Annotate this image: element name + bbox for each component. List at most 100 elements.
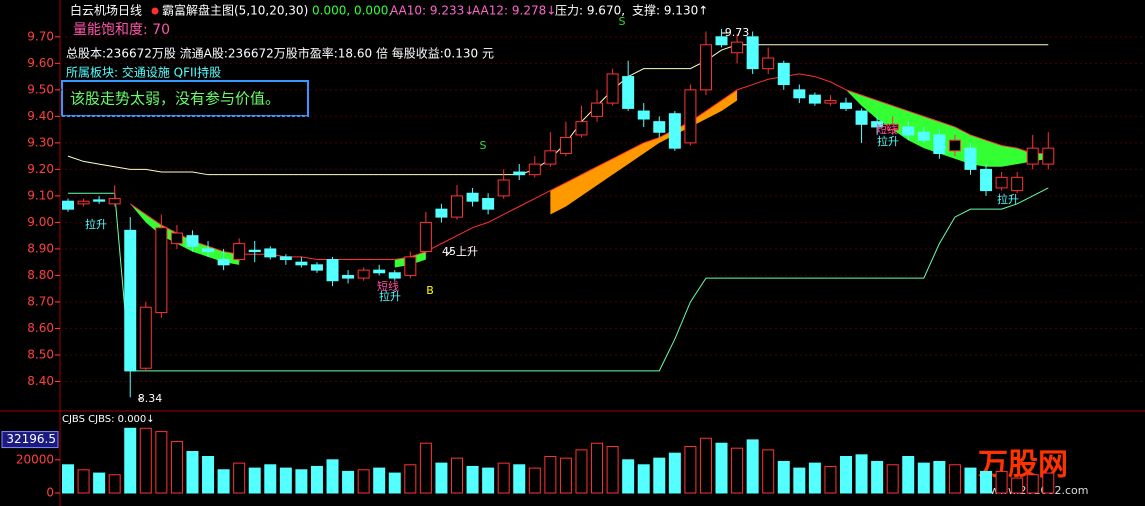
annotation: 9.73 — [725, 26, 750, 39]
candle-body — [699, 44, 712, 91]
candle-body — [93, 199, 106, 202]
candle-body — [637, 110, 650, 120]
candle-body — [155, 227, 168, 314]
volume-bar — [793, 467, 806, 494]
candle-body — [575, 121, 588, 136]
indicator-line — [68, 187, 1049, 372]
y-tick-label: 9.60 — [27, 56, 54, 70]
candle-body — [948, 139, 961, 152]
volume-bar — [980, 470, 993, 494]
candle-body — [279, 256, 292, 261]
candle-body — [62, 200, 74, 210]
volume-bar — [388, 472, 401, 494]
candle-body — [559, 137, 572, 154]
candle-body — [855, 110, 868, 125]
volume-bar — [124, 427, 137, 494]
y-tick-label: 8.50 — [27, 347, 54, 361]
candle-body — [295, 261, 308, 266]
y-tick-label: 20000 — [16, 452, 54, 466]
y-tick-label: 9.30 — [27, 135, 54, 149]
y-tick-label: 9.20 — [27, 162, 54, 176]
candle-body — [404, 256, 417, 276]
candle-body — [170, 232, 183, 245]
candle-body — [793, 89, 806, 99]
candle-body — [746, 36, 759, 70]
volume-bar — [466, 465, 479, 494]
volume-bar — [855, 454, 868, 494]
candle-body — [528, 163, 541, 176]
annotation: S — [619, 15, 626, 28]
candle-body — [202, 248, 215, 253]
volume-bar — [419, 442, 432, 494]
candle-body — [886, 123, 899, 131]
annotation: 8.34 — [138, 392, 163, 405]
volume-bar — [93, 472, 106, 494]
candle-body — [715, 36, 728, 46]
candle-body — [108, 198, 121, 205]
volume-bar — [746, 439, 759, 494]
annotation: 短线 — [876, 122, 898, 136]
candle-body — [591, 102, 604, 117]
candle-body — [373, 269, 386, 274]
volume-bar — [342, 470, 355, 494]
annotation: 拉升 — [85, 217, 107, 231]
support: 支撑: 9.130↑ — [632, 3, 708, 18]
volume-bar — [513, 464, 526, 494]
volume-bar — [995, 470, 1008, 494]
volume-bar — [808, 462, 821, 494]
y-tick-label: 9.70 — [27, 29, 54, 43]
volume-bar — [762, 449, 775, 494]
volume-bar — [824, 465, 837, 494]
y-tick-label: 8.80 — [27, 268, 54, 282]
volume-bar — [202, 455, 215, 494]
candle-body — [917, 131, 930, 141]
candle-body — [77, 200, 90, 205]
volume-bar — [310, 465, 323, 494]
candle-body — [606, 73, 619, 104]
volume-bar — [1011, 477, 1024, 494]
candle-body — [1026, 147, 1039, 165]
volume-bar — [186, 451, 199, 494]
annotation-pointer — [445, 249, 453, 257]
candle-body — [451, 195, 463, 218]
volume-bar — [139, 427, 152, 494]
y-tick-label: 9.40 — [27, 109, 54, 123]
volume-bar — [357, 469, 370, 494]
volume-bar — [948, 464, 961, 494]
volume-bar — [575, 449, 588, 494]
band — [130, 203, 240, 265]
volume-bar — [653, 457, 666, 494]
panel-title: CJBS CJBS: 0.000↓ — [62, 414, 155, 425]
candle-body — [544, 150, 557, 165]
volume-bar — [715, 442, 728, 494]
annotation: 拉升 — [997, 192, 1019, 206]
volume-bar — [528, 467, 541, 494]
volume-bar — [731, 447, 744, 494]
candle-body — [326, 259, 339, 282]
volume-bar — [544, 455, 557, 494]
volume-bar — [264, 464, 277, 494]
candle-body — [124, 229, 137, 372]
volume-bar — [902, 455, 915, 494]
annotation: 拉升 — [877, 134, 899, 148]
candle-body — [342, 274, 355, 279]
verdict: 该股走势太弱，没有参与价值。 — [70, 90, 280, 108]
volume-bar — [668, 452, 681, 494]
volume-bar — [326, 459, 339, 494]
y-tick-label: 8.40 — [27, 374, 54, 388]
volume-bar — [591, 442, 604, 494]
band — [846, 89, 1049, 167]
annotation: S — [480, 139, 487, 152]
annotation: 短线 — [377, 279, 399, 293]
volume-bar — [777, 460, 790, 494]
candle-body — [684, 89, 697, 144]
candle-body — [964, 147, 977, 170]
volume-bar — [559, 457, 572, 494]
volume-bar — [933, 460, 946, 494]
candle-body — [419, 221, 432, 253]
candle-body — [497, 179, 510, 197]
candle-body — [762, 57, 775, 70]
y-tick-label: 8.60 — [27, 321, 54, 335]
volume-bar — [622, 459, 635, 494]
volume-bar — [699, 437, 712, 494]
